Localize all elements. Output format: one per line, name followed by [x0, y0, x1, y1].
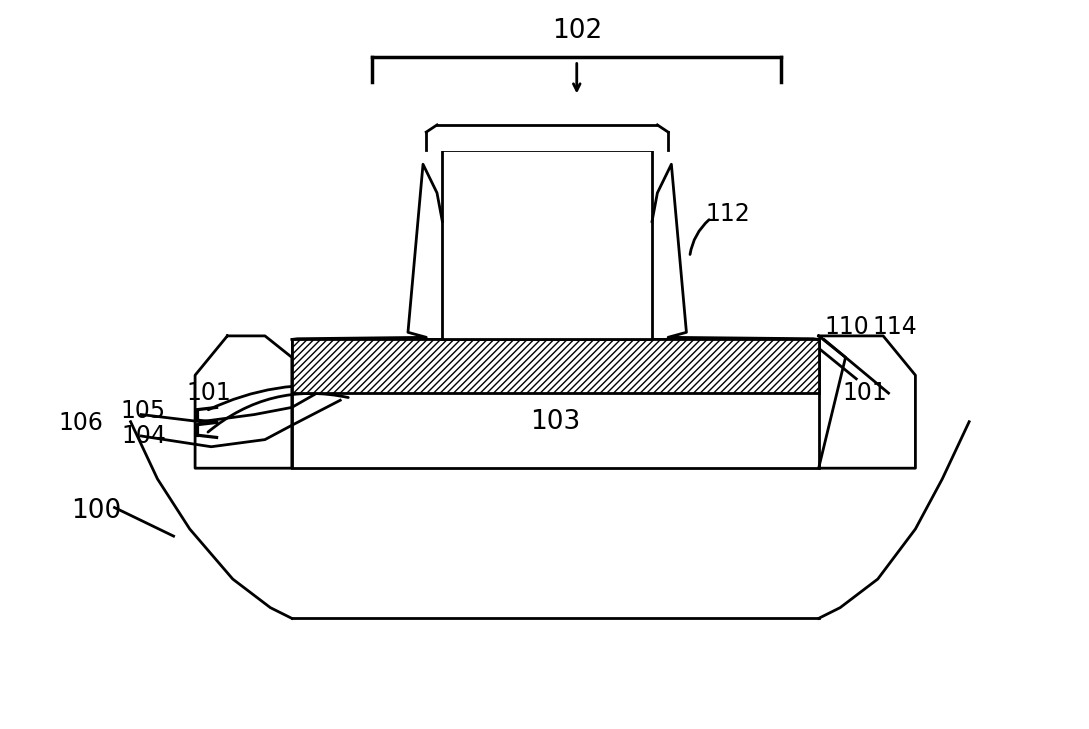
Text: 104: 104 [121, 424, 166, 448]
Text: 114: 114 [872, 316, 917, 340]
Bar [292, 340, 819, 468]
Bar [292, 340, 819, 393]
Text: 103: 103 [530, 409, 580, 434]
Text: 100: 100 [72, 498, 122, 524]
Text: 106: 106 [59, 411, 103, 435]
Bar [442, 150, 652, 340]
Text: 101: 101 [843, 381, 888, 405]
Text: 112: 112 [706, 203, 750, 226]
Bar [426, 123, 669, 152]
Text: 110: 110 [824, 316, 869, 340]
Text: 105: 105 [121, 399, 166, 423]
Text: 101: 101 [186, 381, 232, 405]
Text: 102: 102 [552, 18, 602, 44]
